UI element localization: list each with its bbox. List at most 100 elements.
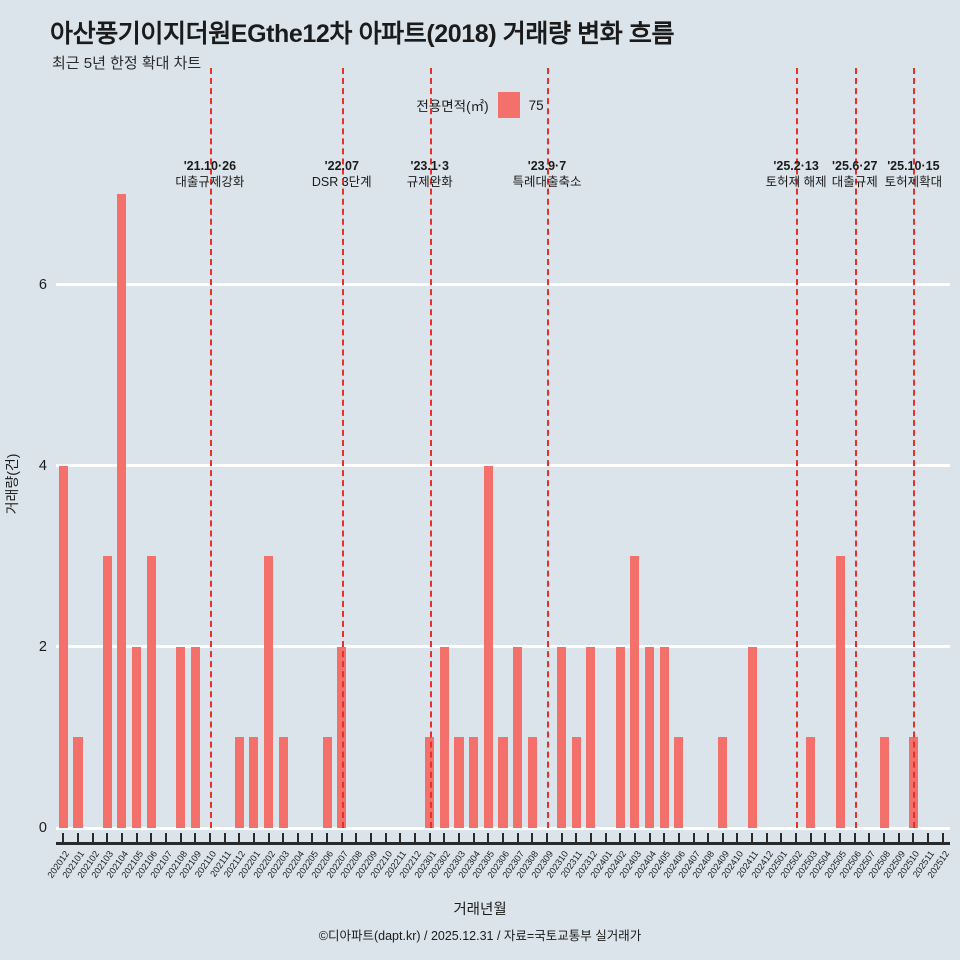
x-axis-tick	[472, 833, 475, 844]
bar[interactable]	[659, 646, 669, 828]
bar[interactable]	[498, 737, 508, 828]
bar[interactable]	[469, 737, 479, 828]
event-label-date: '25.10·15	[887, 159, 940, 173]
bar[interactable]	[586, 646, 596, 828]
bar[interactable]	[117, 194, 127, 828]
x-axis-tick	[62, 833, 65, 844]
bar[interactable]	[557, 646, 567, 828]
bar[interactable]	[278, 737, 288, 828]
bar[interactable]	[747, 646, 757, 828]
bar[interactable]	[102, 556, 112, 828]
event-label-text: 토허제 해제	[765, 175, 827, 189]
x-axis-tick	[502, 833, 504, 844]
bar[interactable]	[190, 646, 200, 828]
x-axis-tick	[252, 833, 255, 844]
x-axis-tick	[516, 833, 519, 844]
event-line	[209, 68, 212, 828]
bar[interactable]	[571, 737, 581, 828]
bar[interactable]	[879, 737, 889, 828]
event-label-date: '23.9·7	[527, 159, 567, 173]
bar[interactable]	[73, 737, 83, 828]
bar-series	[56, 140, 950, 828]
gridline	[56, 464, 950, 468]
legend-title: 전용면적(㎡)	[416, 99, 489, 114]
bar[interactable]	[630, 556, 640, 828]
x-axis-tick	[589, 833, 592, 844]
bar[interactable]	[146, 556, 156, 828]
x-axis-tick	[106, 833, 109, 844]
x-axis-tick	[736, 833, 739, 844]
bar[interactable]	[249, 737, 259, 828]
x-axis-tick	[692, 833, 695, 844]
event-line	[796, 68, 799, 828]
bar[interactable]	[322, 737, 332, 828]
x-axis-tick	[545, 833, 548, 844]
event-label: '23.1·3 규제완화	[407, 158, 453, 190]
x-axis-tick	[927, 833, 930, 844]
bar[interactable]	[615, 646, 625, 828]
event-label-text: 대출규제강화	[175, 175, 245, 189]
chart-subtitle: 최근 5년 한정 확대 차트	[52, 55, 202, 72]
legend-series-label: 75	[528, 97, 544, 113]
bar[interactable]	[527, 737, 537, 828]
event-label-date: '21.10·26	[183, 159, 237, 173]
gridline	[56, 645, 950, 649]
bar[interactable]	[908, 737, 918, 828]
event-label: '22.07 DSR 3단계	[312, 158, 372, 190]
x-axis-title: 거래년월	[453, 902, 507, 918]
x-axis-tick	[76, 833, 79, 844]
y-axis-tick-label: 6	[38, 276, 47, 293]
plot-area: 거래량(건) 0 2 4 6	[4, 68, 950, 836]
event-label-text: 토허제확대	[884, 175, 943, 189]
x-axis-tick	[194, 833, 197, 844]
bar[interactable]	[263, 556, 274, 828]
x-axis-tick	[707, 833, 710, 844]
bar[interactable]	[718, 737, 728, 828]
x-axis-tick	[120, 833, 123, 844]
bar[interactable]	[176, 646, 186, 828]
x-axis-tick	[91, 833, 94, 844]
x-axis-tick	[677, 833, 680, 844]
x-axis-tick	[296, 833, 299, 844]
bar[interactable]	[835, 556, 845, 828]
event-label-text: 특례대출축소	[512, 175, 582, 189]
bar[interactable]	[674, 737, 684, 828]
y-axis-tick-label: 0	[38, 820, 47, 836]
bar[interactable]	[58, 465, 68, 828]
event-label-date: '25.2·13	[773, 159, 819, 173]
bar[interactable]	[454, 737, 464, 828]
gridline	[56, 826, 950, 830]
x-axis-tick	[912, 833, 915, 844]
bar[interactable]	[234, 737, 244, 828]
x-axis-tick	[663, 833, 666, 844]
x-axis-tick	[839, 833, 842, 844]
x-axis-tick	[809, 833, 812, 844]
bar[interactable]	[513, 646, 523, 828]
x-axis-tick	[223, 833, 226, 844]
event-label: '25.10·15 토허제확대	[885, 158, 943, 190]
x-axis-tick	[135, 833, 138, 844]
x-axis-tick	[633, 833, 636, 844]
x-axis-tick	[267, 833, 270, 844]
x-axis-tick	[780, 833, 783, 844]
x-axis-tick	[355, 833, 358, 844]
event-label-text: DSR 3단계	[311, 175, 372, 189]
x-axis-tick	[326, 833, 329, 844]
x-axis-tick	[648, 833, 651, 844]
x-axis-tick	[795, 833, 798, 844]
x-axis-tick	[897, 833, 900, 844]
bar[interactable]	[483, 465, 493, 828]
x-axis-tick	[868, 833, 871, 844]
bar[interactable]	[645, 646, 655, 828]
event-line	[429, 68, 432, 828]
x-axis-tick	[575, 833, 578, 844]
bar[interactable]	[337, 646, 347, 828]
bar[interactable]	[806, 737, 816, 828]
x-axis-tick	[560, 833, 563, 844]
bar[interactable]	[425, 737, 435, 828]
gridline	[56, 283, 950, 287]
legend-color-swatch	[497, 92, 520, 118]
bar[interactable]	[132, 646, 142, 828]
bar[interactable]	[439, 646, 449, 828]
x-axis-tick	[208, 833, 211, 844]
